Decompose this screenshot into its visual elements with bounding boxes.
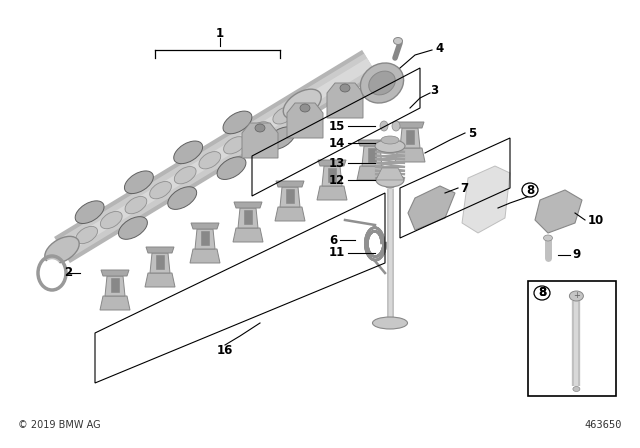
Text: 1: 1 [216, 26, 224, 39]
Text: 4: 4 [435, 42, 444, 55]
Ellipse shape [124, 171, 154, 194]
Ellipse shape [392, 121, 400, 131]
Polygon shape [234, 202, 262, 208]
Bar [406, 130, 414, 144]
Text: 5: 5 [468, 126, 476, 139]
Ellipse shape [75, 201, 104, 224]
Ellipse shape [118, 217, 147, 239]
Ellipse shape [150, 181, 172, 199]
Polygon shape [101, 270, 129, 276]
Ellipse shape [168, 187, 196, 209]
Ellipse shape [375, 139, 405, 152]
Polygon shape [357, 166, 387, 180]
Ellipse shape [384, 180, 396, 188]
Polygon shape [100, 296, 130, 310]
Text: 6: 6 [330, 233, 338, 246]
Text: +: + [573, 292, 580, 301]
Bar [156, 255, 164, 269]
Polygon shape [145, 273, 175, 287]
Text: © 2019 BMW AG: © 2019 BMW AG [18, 420, 100, 430]
Ellipse shape [199, 151, 221, 169]
Ellipse shape [573, 387, 580, 392]
Text: 8: 8 [526, 184, 534, 197]
Ellipse shape [369, 71, 396, 95]
Polygon shape [376, 168, 404, 180]
Text: 9: 9 [572, 249, 580, 262]
Polygon shape [535, 190, 582, 233]
Text: 11: 11 [329, 246, 345, 259]
Polygon shape [276, 181, 304, 187]
Text: 16: 16 [217, 344, 233, 357]
Polygon shape [190, 249, 220, 263]
Polygon shape [287, 103, 323, 138]
Polygon shape [317, 186, 347, 200]
Text: 10: 10 [588, 214, 604, 227]
Polygon shape [195, 229, 215, 249]
Ellipse shape [100, 211, 122, 229]
Ellipse shape [376, 173, 404, 187]
Ellipse shape [45, 237, 79, 263]
Polygon shape [400, 128, 420, 148]
Ellipse shape [266, 127, 295, 150]
Ellipse shape [570, 291, 584, 301]
Ellipse shape [217, 157, 246, 180]
Ellipse shape [173, 141, 203, 164]
Polygon shape [396, 122, 424, 128]
Polygon shape [105, 276, 125, 296]
Ellipse shape [394, 38, 403, 44]
Text: 8: 8 [538, 287, 546, 300]
Ellipse shape [284, 89, 321, 119]
Polygon shape [358, 140, 386, 146]
Polygon shape [233, 228, 263, 242]
Polygon shape [462, 166, 510, 233]
Ellipse shape [381, 136, 399, 144]
Ellipse shape [372, 317, 408, 329]
Ellipse shape [223, 137, 245, 154]
Polygon shape [275, 207, 305, 221]
Text: 2: 2 [64, 267, 72, 280]
Polygon shape [238, 208, 258, 228]
Ellipse shape [174, 167, 196, 184]
Bar [286, 189, 294, 203]
Polygon shape [318, 160, 346, 166]
Bar [328, 168, 336, 182]
Text: 7: 7 [460, 181, 468, 194]
Polygon shape [322, 166, 342, 186]
Ellipse shape [534, 286, 550, 300]
Text: 14: 14 [328, 137, 345, 150]
Text: 8: 8 [538, 287, 546, 300]
Polygon shape [395, 148, 425, 162]
Ellipse shape [380, 121, 388, 131]
Text: 12: 12 [329, 173, 345, 186]
Ellipse shape [340, 84, 350, 92]
Ellipse shape [255, 124, 265, 132]
Polygon shape [150, 253, 170, 273]
Ellipse shape [543, 235, 552, 241]
Text: 15: 15 [328, 120, 345, 133]
Bar [368, 148, 376, 162]
Polygon shape [327, 83, 363, 118]
Ellipse shape [42, 260, 62, 286]
Ellipse shape [360, 63, 404, 103]
Ellipse shape [300, 104, 310, 112]
Text: 3: 3 [430, 83, 438, 96]
Polygon shape [362, 146, 382, 166]
Ellipse shape [125, 197, 147, 214]
Ellipse shape [76, 226, 97, 244]
Polygon shape [191, 223, 219, 229]
Ellipse shape [248, 122, 270, 139]
Polygon shape [146, 247, 174, 253]
Ellipse shape [273, 107, 294, 124]
Polygon shape [280, 187, 300, 207]
Text: 463650: 463650 [584, 420, 622, 430]
Bar [528, 281, 616, 396]
Ellipse shape [223, 111, 252, 134]
Ellipse shape [522, 183, 538, 197]
Bar [201, 231, 209, 245]
Bar [244, 210, 252, 224]
Polygon shape [242, 123, 278, 158]
Text: 13: 13 [329, 156, 345, 169]
Bar [111, 278, 119, 292]
Polygon shape [408, 186, 455, 230]
